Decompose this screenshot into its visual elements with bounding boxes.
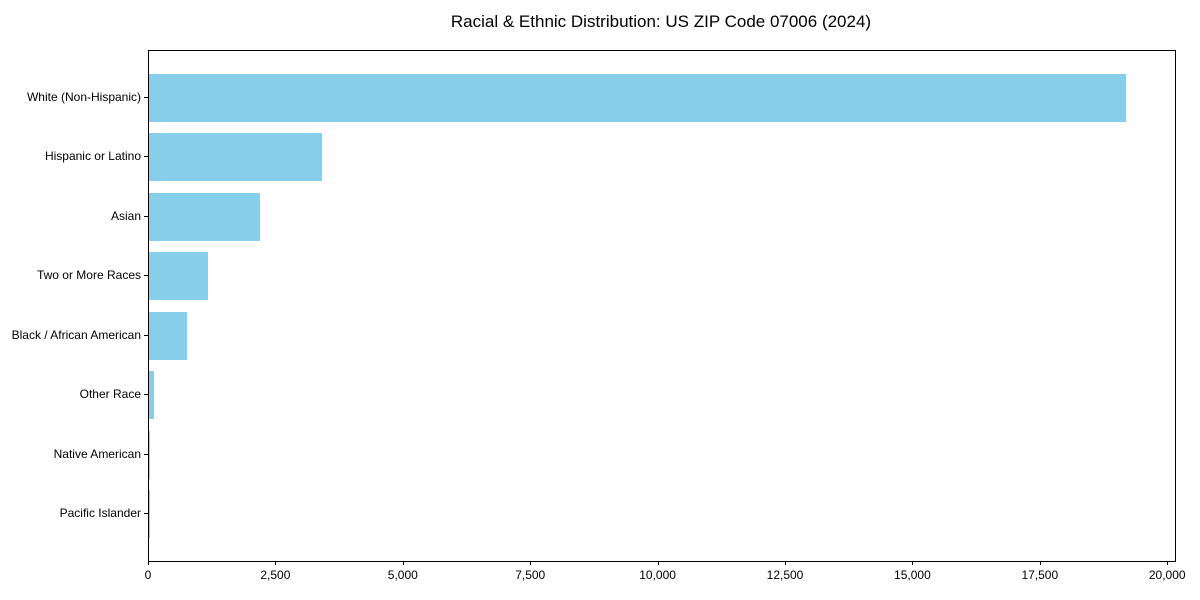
- bar-hispanic-or-latino: [149, 133, 323, 182]
- y-axis-tick: [144, 156, 148, 158]
- bar-two-or-more-races: [149, 252, 209, 301]
- x-axis-label: 0: [144, 568, 152, 582]
- y-axis-tick: [144, 513, 148, 515]
- x-axis-label: 7,500: [515, 568, 546, 582]
- bar-other-race: [149, 371, 155, 420]
- x-axis-tick: [785, 561, 786, 565]
- y-axis-label: Hispanic or Latino: [44, 149, 141, 164]
- x-axis-label: 5,000: [387, 568, 418, 582]
- x-axis-tick: [1167, 561, 1169, 565]
- y-axis-label: White (Non-Hispanic): [26, 89, 141, 104]
- x-axis-tick: [912, 561, 914, 565]
- bar-white-non-hispanic: [149, 73, 1127, 122]
- x-axis-label: 12,500: [766, 568, 804, 582]
- y-axis-tick: [144, 215, 148, 217]
- x-axis-tick: [1039, 561, 1041, 565]
- y-axis-tick: [144, 96, 148, 98]
- x-axis-tick: [530, 561, 532, 565]
- y-axis-tick: [144, 453, 148, 455]
- x-axis-label: 10,000: [639, 568, 676, 582]
- y-axis-tick: [144, 394, 148, 396]
- y-axis-label: Asian: [110, 208, 141, 223]
- x-axis-tick: [148, 561, 149, 565]
- chart-title: Racial & Ethnic Distribution: US ZIP Cod…: [450, 12, 872, 31]
- x-axis-label: 20,000: [1148, 568, 1186, 582]
- bar-native-american: [149, 430, 150, 479]
- x-axis-tick: [275, 561, 277, 565]
- y-axis-label: Black / African American: [11, 327, 141, 342]
- x-axis-tick: [657, 561, 659, 565]
- x-axis-label: 15,000: [894, 568, 931, 582]
- bar-black-african-american: [149, 311, 188, 360]
- y-axis-label: Native American: [53, 446, 141, 461]
- y-axis-label: Other Race: [79, 387, 141, 402]
- y-axis-tick: [144, 334, 148, 336]
- x-axis-tick: [402, 561, 404, 565]
- y-axis-label: Pacific Islander: [59, 506, 141, 521]
- y-axis-tick: [144, 275, 148, 277]
- plot-area: [148, 50, 1176, 562]
- y-axis-label: Two or More Races: [36, 268, 141, 283]
- bar-asian: [149, 192, 260, 241]
- x-axis-label: 17,500: [1021, 568, 1059, 582]
- x-axis-label: 2,500: [260, 568, 291, 582]
